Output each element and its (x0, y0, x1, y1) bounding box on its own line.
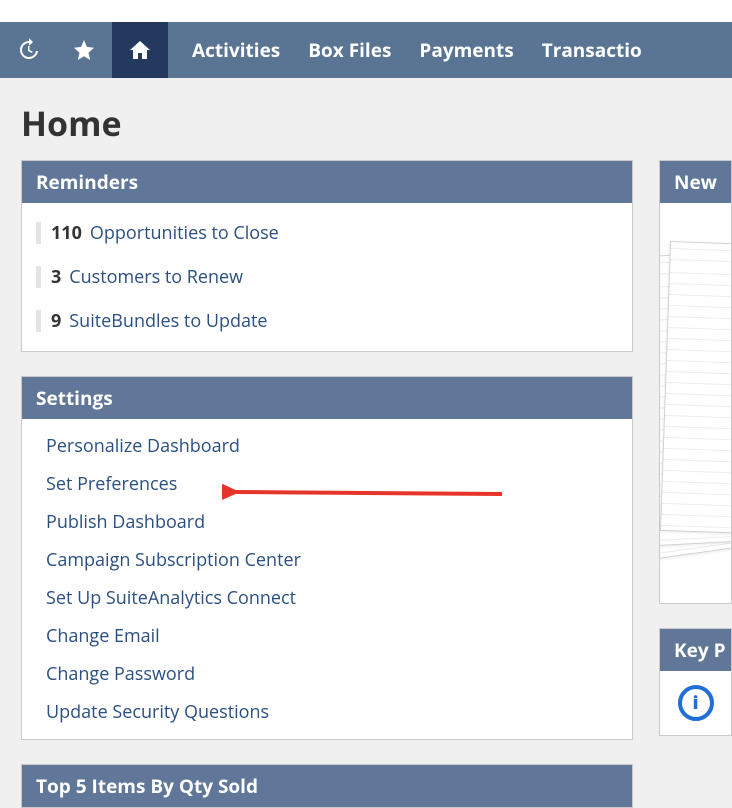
top5-portlet: Top 5 Items By Qty Sold (21, 764, 633, 808)
reminder-bar (36, 266, 41, 288)
settings-link-suiteanalytics-connect[interactable]: Set Up SuiteAnalytics Connect (22, 579, 632, 617)
settings-header: Settings (22, 377, 632, 419)
settings-portlet: Settings Personalize Dashboard Set Prefe… (21, 376, 633, 740)
settings-link-change-email[interactable]: Change Email (22, 617, 632, 655)
top-spacer (0, 0, 732, 22)
nav-tab-transactions[interactable]: Transactio (528, 22, 656, 78)
nav-home-icon[interactable] (112, 22, 168, 78)
settings-link-campaign-subscription[interactable]: Campaign Subscription Center (22, 541, 632, 579)
reminders-body: 110 Opportunities to Close 3 Customers t… (22, 203, 632, 351)
reminder-bar (36, 310, 41, 332)
nav-tab-payments[interactable]: Payments (405, 22, 527, 78)
nav-tabs: Activities Box Files Payments Transactio (168, 22, 656, 78)
reminders-header: Reminders (22, 161, 632, 203)
settings-link-set-preferences[interactable]: Set Preferences (22, 465, 632, 503)
nav-favorites-icon[interactable] (56, 22, 112, 78)
reminder-bar (36, 222, 41, 244)
right-column: New Key P i (659, 160, 732, 808)
info-icon: i (678, 685, 714, 721)
reminder-row[interactable]: 9 SuiteBundles to Update (22, 299, 632, 343)
key-header: Key P (660, 629, 731, 671)
top5-header: Top 5 Items By Qty Sold (22, 765, 632, 807)
key-body: i (660, 671, 731, 735)
new-header: New (660, 161, 731, 203)
content-row: Reminders 110 Opportunities to Close 3 C… (0, 160, 732, 808)
settings-link-change-password[interactable]: Change Password (22, 655, 632, 693)
reminder-link[interactable]: Customers to Renew (69, 265, 243, 289)
document-stack-icon (660, 243, 731, 563)
reminder-row[interactable]: 3 Customers to Renew (22, 255, 632, 299)
reminder-count: 110 (51, 221, 82, 245)
reminder-link[interactable]: Opportunities to Close (90, 221, 279, 245)
nav-history-icon[interactable] (0, 22, 56, 78)
reminder-count: 3 (51, 265, 61, 289)
left-column: Reminders 110 Opportunities to Close 3 C… (21, 160, 633, 808)
reminder-count: 9 (51, 309, 61, 333)
home-icon (128, 38, 152, 62)
nav-bar: Activities Box Files Payments Transactio (0, 22, 732, 78)
history-icon (16, 38, 40, 62)
page-title: Home (0, 78, 732, 160)
reminder-link[interactable]: SuiteBundles to Update (69, 309, 267, 333)
settings-link-personalize-dashboard[interactable]: Personalize Dashboard (22, 427, 632, 465)
star-icon (72, 38, 96, 62)
settings-body: Personalize Dashboard Set Preferences Pu… (22, 419, 632, 739)
key-portlet: Key P i (659, 628, 732, 736)
nav-tab-box-files[interactable]: Box Files (294, 22, 405, 78)
reminder-row[interactable]: 110 Opportunities to Close (22, 211, 632, 255)
nav-tab-activities[interactable]: Activities (178, 22, 294, 78)
new-body (660, 203, 731, 603)
new-portlet: New (659, 160, 732, 604)
reminders-portlet: Reminders 110 Opportunities to Close 3 C… (21, 160, 633, 352)
settings-link-publish-dashboard[interactable]: Publish Dashboard (22, 503, 632, 541)
settings-link-update-security-questions[interactable]: Update Security Questions (22, 693, 632, 731)
